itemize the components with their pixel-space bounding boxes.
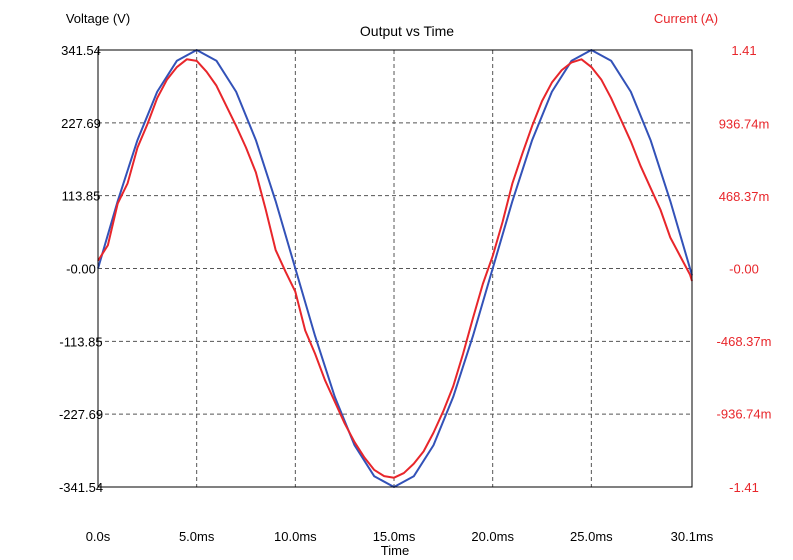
plot-frame	[97, 49, 693, 488]
x-tick-label: 0.0s	[86, 529, 111, 544]
x-tick-label: 25.0ms	[570, 529, 613, 544]
x-axis-label: Time	[381, 543, 409, 558]
y-left-tick-labels: 341.54 227.69 113.85 -0.00 -113.85 -227.69 -34…	[59, 43, 103, 495]
y-left-tick-label: -0.00	[66, 262, 96, 277]
x-tick-label: 15.0ms	[373, 529, 416, 544]
x-tick-label: 5.0ms	[179, 529, 215, 544]
x-tick-label: 10.0ms	[274, 529, 317, 544]
x-tick-labels: 0.0s 5.0ms 10.0ms 15.0ms 20.0ms 25.0ms 30.1ms	[86, 529, 714, 544]
voltage-series-line	[97, 49, 693, 488]
y-right-tick-labels: 1.41 936.74m 468.37m -0.00 -468.37m -936.74m -…	[717, 43, 772, 495]
series-layer	[97, 49, 693, 488]
y-right-tick-label: -936.74m	[717, 407, 772, 422]
y-left-tick-label: 113.85	[62, 189, 101, 204]
y-left-tick-label: -227.69	[59, 407, 103, 422]
y-right-tick-label: -1.41	[729, 480, 759, 495]
y-axis-left-label: Voltage (V)	[66, 11, 130, 26]
y-right-tick-label: 468.37m	[719, 189, 770, 204]
y-right-tick-label: 936.74m	[719, 116, 770, 131]
y-left-tick-label: 227.69	[61, 116, 101, 131]
y-right-tick-label: -468.37m	[717, 334, 772, 349]
y-left-tick-label: -341.54	[59, 480, 103, 495]
current-series-line	[97, 58, 693, 479]
x-tick-label: 20.0ms	[471, 529, 514, 544]
y-right-tick-label: 1.41	[731, 43, 756, 58]
chart-title: Output vs Time	[360, 23, 454, 39]
y-left-tick-label: 341.54	[61, 43, 101, 58]
y-right-tick-label: -0.00	[729, 262, 759, 277]
y-axis-right-label: Current (A)	[654, 11, 718, 26]
y-left-tick-label: -113.85	[59, 334, 102, 349]
x-tick-label: 30.1ms	[671, 529, 714, 544]
